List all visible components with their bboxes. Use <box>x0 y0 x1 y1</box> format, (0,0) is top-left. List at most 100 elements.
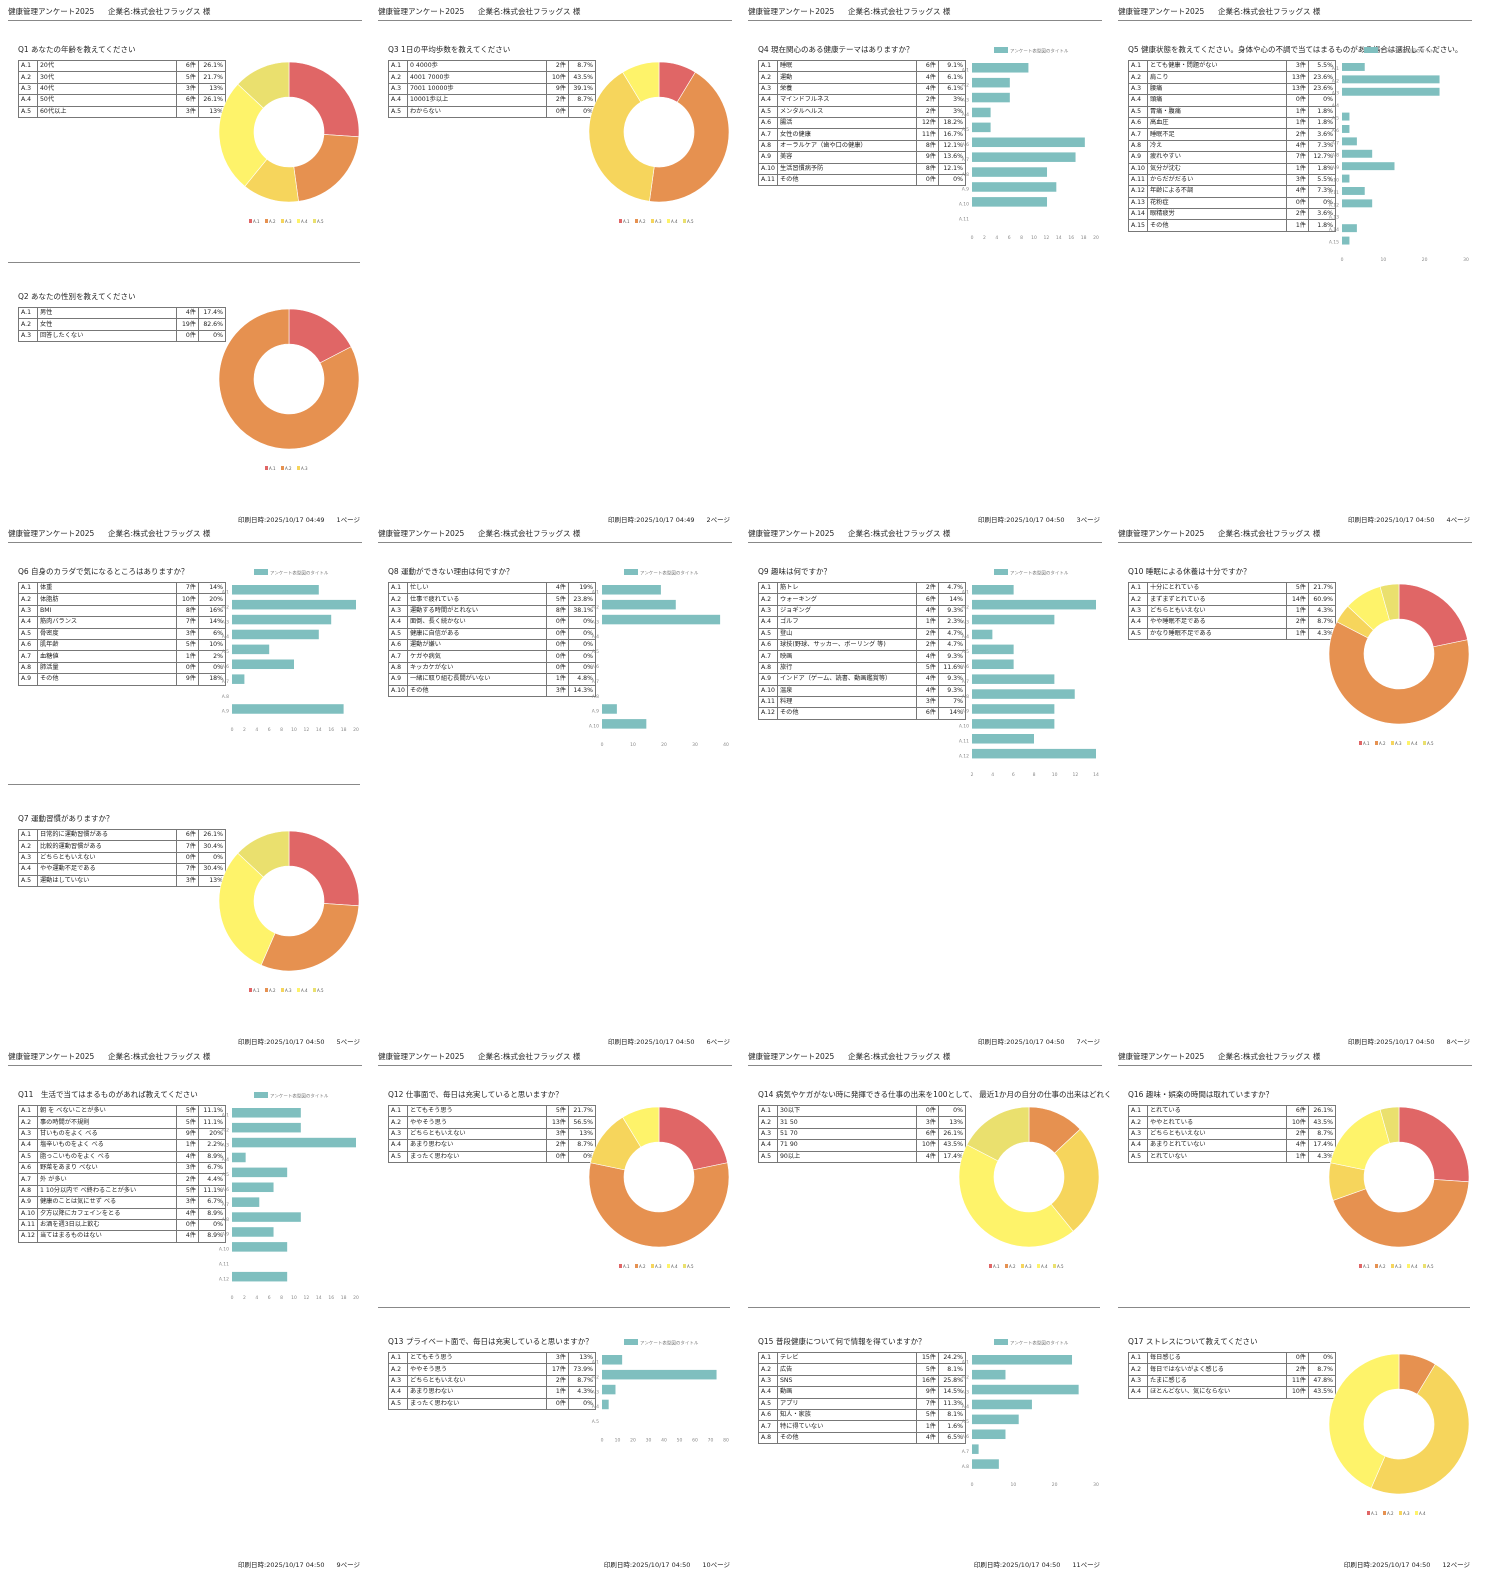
answer-percent: 0% <box>1308 94 1336 107</box>
answer-label: その他 <box>1147 219 1287 232</box>
bar <box>972 107 991 118</box>
answer-table: A.1 男性 4件 17.4% A.2 女性 19件 82.6% A.3 回答したくない 0件 0% <box>18 306 226 343</box>
bar <box>972 719 1055 729</box>
answer-row: A.3 どちらともいえない 2件 8.7% <box>1128 1127 1336 1141</box>
answer-label: 野菜をあまり べない <box>37 1161 177 1175</box>
answer-count: 0件 <box>546 105 569 118</box>
answer-code: A.2 <box>1128 1363 1148 1376</box>
answer-code: A.2 <box>1128 71 1148 84</box>
company-name: 企業名:株式会社フラッグス 様 <box>1218 529 1321 538</box>
legend-swatch <box>1375 1264 1378 1268</box>
answer-percent: 14% <box>198 616 226 629</box>
answer-row: A.3 ジョギング 4件 9.3% <box>758 604 966 618</box>
answer-code: A.9 <box>1128 151 1148 164</box>
legend-swatch <box>651 219 654 223</box>
bar <box>602 719 647 729</box>
answer-code: A.4 <box>758 1139 778 1152</box>
answer-row: A.10 生活習慣病予防 8件 12.1% <box>758 162 966 175</box>
page-header: 健康管理アンケート2025 企業名:株式会社フラッグス 様 <box>748 1051 1102 1066</box>
category-label: A.10 <box>219 1247 229 1253</box>
donut-chart: A.1 A.2 A.3 <box>218 308 360 471</box>
category-label: A.4 <box>592 634 599 640</box>
answer-code: A.4 <box>1128 1386 1148 1399</box>
legend-swatch <box>1359 1264 1362 1268</box>
answer-percent: 13% <box>938 1116 966 1129</box>
legend-label: A.1 <box>253 219 260 224</box>
answer-code: A.5 <box>758 627 778 640</box>
legend-label: A.4 <box>1411 741 1418 746</box>
answer-code: A.7 <box>758 128 778 141</box>
answer-code: A.4 <box>758 1386 778 1399</box>
answer-count: 4件 <box>176 1207 199 1220</box>
category-label: A.14 <box>1329 227 1339 233</box>
page-footer: 印刷日時:2025/10/17 04:50 11ページ <box>974 1559 1100 1569</box>
answer-percent: 13% <box>198 874 226 887</box>
answer-table: A.1 十分にとれている 5件 21.7% A.2 まずまずとれている 14件 60.9% A.… <box>1128 581 1336 640</box>
legend-swatch <box>683 219 686 223</box>
legend-label: A.1 <box>1363 1264 1370 1269</box>
category-label: A.7 <box>222 679 229 685</box>
answer-row: A.7 女性の健康 11件 16.7% <box>758 128 966 141</box>
answer-count: 1件 <box>176 650 199 663</box>
answer-table: A.1 とても健康・問題がない 3件 5.5% A.2 肩こり 13件 23.6% A.3 腰痛 1… <box>1128 59 1336 232</box>
answer-row: A.3 回答したくない 0件 0% <box>18 329 226 343</box>
answer-code: A.5 <box>18 105 38 118</box>
legend-swatch <box>1423 1264 1426 1268</box>
answer-code: A.15 <box>1128 219 1148 232</box>
report-title: 健康管理アンケート2025 <box>378 7 465 16</box>
axis-tick-label: 4 <box>255 727 258 733</box>
print-label: 印刷日時: <box>1348 1038 1377 1046</box>
axis-tick-label: 0 <box>601 1438 604 1444</box>
answer-count: 4件 <box>176 1150 199 1163</box>
donut-slice <box>237 830 290 878</box>
legend-label: A.1 <box>1371 1511 1378 1516</box>
section-divider <box>1118 1307 1470 1308</box>
category-label: A.11 <box>219 1262 229 1268</box>
print-label: 印刷日時: <box>238 1561 267 1569</box>
answer-percent: 26.1% <box>198 828 226 842</box>
answer-row: A.11 その他 0件 0% <box>758 173 966 187</box>
answer-row: A.13 花粉症 0件 0% <box>1128 196 1336 210</box>
answer-label: インドア（ゲーム、読書、動画鑑賞等） <box>777 673 917 686</box>
answer-code: A.8 <box>758 1431 778 1445</box>
answer-label: 女性 <box>37 318 177 331</box>
bar <box>232 659 294 670</box>
answer-code: A.5 <box>18 1150 38 1163</box>
answer-row: A.2 比較的運動習慣がある 7件 30.4% <box>18 840 226 853</box>
answer-percent: 0% <box>938 173 966 187</box>
category-label: A.1 <box>962 1360 969 1366</box>
answer-row: A.5 わからない 0件 0% <box>388 105 596 118</box>
legend-label: A.3 <box>1403 1511 1410 1516</box>
answer-row: A.2 ややそう思う 17件 73.9% <box>388 1363 596 1376</box>
bar <box>972 689 1075 699</box>
answer-label: 肩こり <box>1147 71 1287 84</box>
answer-table: A.1 毎日感じる 0件 0% A.2 毎日ではないがよく感じる 2件 8.7% A.3 たまに感… <box>1128 1351 1336 1399</box>
answer-count: 9件 <box>176 673 199 686</box>
page-number: 9ページ <box>336 1561 360 1569</box>
answer-percent: 4.7% <box>938 627 966 640</box>
bar <box>972 644 1014 655</box>
answer-label: 運動はしていない <box>37 874 177 887</box>
answer-row: A.1 睡眠 6件 9.1% <box>758 59 966 73</box>
axis-tick-label: 2 <box>971 772 974 778</box>
category-label: A.1 <box>222 1113 229 1119</box>
answer-row: A.14 眼精疲労 2件 3.6% <box>1128 208 1336 221</box>
answer-count: 2件 <box>916 627 939 640</box>
answer-code: A.10 <box>388 684 408 697</box>
answer-label: 映画 <box>777 650 917 663</box>
bar <box>972 1444 979 1454</box>
answer-percent: 2.3% <box>938 616 966 629</box>
answer-table: A.1 忙しい 4件 19% A.2 仕事で疲れている 5件 23.8% A.3 運動する時間がと… <box>388 581 596 697</box>
legend-label: A.2 <box>639 1264 646 1269</box>
answer-row: A.4 やや睡眠不足である 2件 8.7% <box>1128 616 1336 629</box>
answer-code: A.10 <box>18 1207 38 1220</box>
answer-row: A.1 0 4000歩 2件 8.7% <box>388 59 596 73</box>
axis-tick-label: 30 <box>1463 257 1469 263</box>
axis-tick-label: 12 <box>1072 772 1078 778</box>
answer-code: A.5 <box>388 105 408 118</box>
answer-code: A.7 <box>18 650 38 663</box>
report-title: 健康管理アンケート2025 <box>378 529 465 538</box>
category-label: A.13 <box>1329 215 1339 221</box>
category-label: A.1 <box>1332 66 1339 72</box>
answer-code: A.4 <box>758 94 778 107</box>
